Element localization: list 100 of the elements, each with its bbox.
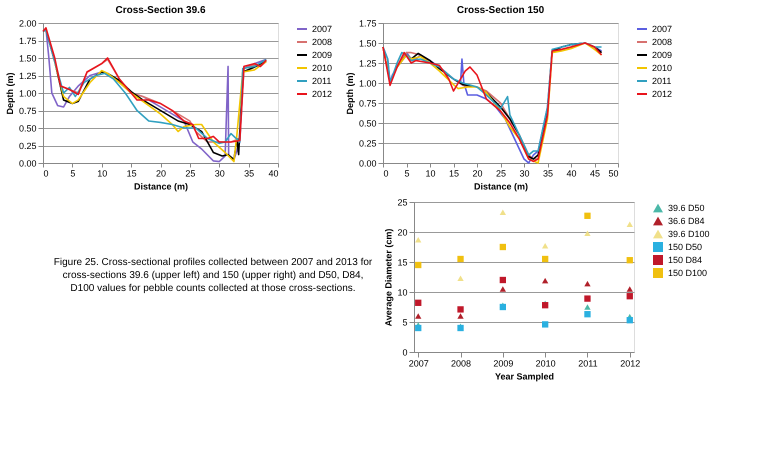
x-tick-label: 2007 [408,358,429,368]
x-tick-label: 2012 [620,358,640,368]
x-tick-label: 5 [70,168,76,178]
x-tick-label: 20 [472,168,483,178]
point [584,304,591,310]
legend-label: 2008 [652,37,672,47]
y-tick-label: 0.50 [18,124,36,134]
point [584,280,591,286]
point [542,243,548,249]
y-tick-label: 5 [402,318,408,328]
legend-label: 2007 [652,24,672,34]
point [542,321,548,328]
x-axis-title: Year Sampled [494,372,554,382]
x-tick-label: 45 [590,168,600,178]
legend-label: 150 D100 [668,268,708,278]
legend-label: 2011 [652,76,672,86]
x-tick-label: 15 [126,168,137,178]
point [457,313,464,319]
x-tick-label: 40 [566,168,577,178]
point [415,262,422,268]
point [500,286,506,292]
legend-label: 150 D84 [668,255,702,265]
point [584,230,591,236]
point [626,221,633,227]
y-tick-label: 0.50 [358,118,376,128]
caption: Figure 25. Cross-sectional profiles collected between 2007 and 2013 for cross-sections 39.6 (upper left) and 150 (upper right) and D50, D84, D100 values for pebble counts collected at those cross-sections. [54,257,373,294]
y-tick-label: 15 [397,258,408,268]
x-tick-label: 0 [44,168,49,178]
line-series [54,60,268,162]
point [584,311,591,318]
legend-label: 2012 [652,89,672,99]
legend-label: 2009 [312,50,332,60]
y-tick-label: 0 [402,348,408,358]
x-tick-label: 35 [244,168,254,178]
point [626,286,633,292]
x-tick-label: 2009 [493,358,514,368]
y-tick-label: 0.00 [18,158,36,168]
point [500,209,506,215]
y-tick-label: 10 [397,288,408,298]
x-tick-label: 2008 [451,358,472,368]
x-tick-label: 2010 [536,358,556,368]
chart-title: Cross-Section 150 [456,5,545,16]
legend-label: 2010 [652,63,672,73]
y-tick-label: 1.75 [18,36,36,46]
x-tick-label: 10 [425,168,436,178]
point [542,278,548,284]
y-tick-label: 1.50 [358,38,376,48]
legend-label: 2011 [312,76,332,86]
point [457,306,464,313]
x-tick-label: 40 [268,168,278,178]
chart-title: Cross-Section 39.6 [115,5,206,16]
y-tick-label: 1.75 [358,18,376,28]
point [457,256,464,262]
legend-label: 2012 [312,89,332,99]
y-tick-label: 1.50 [18,54,36,64]
y-tick-label: 20 [397,228,408,238]
point [626,257,633,264]
legend-label: 39.6 D50 [668,203,705,213]
y-tick-label: 25 [397,198,408,208]
x-tick-label: 30 [214,168,225,178]
x-axis-title: Distance (m) [134,182,188,192]
point [500,276,506,284]
legend-label: 2007 [312,24,332,34]
y-axis-title: Depth (m) [4,72,15,114]
point [457,275,464,281]
point [415,313,422,319]
point [584,212,591,219]
y-tick-label: 2.00 [18,18,36,28]
x-tick-label: 25 [185,168,196,178]
point [415,324,422,332]
y-axis-title: Average Diameter (cm) [383,228,394,326]
x-tick-label: 10 [97,168,108,178]
x-tick-label: 25 [496,168,506,178]
x-tick-label: 0 [384,168,389,178]
y-tick-label: 0.00 [358,158,376,168]
x-tick-label: 35 [542,168,554,178]
point [500,304,506,310]
y-axis-title: Depth (m) [344,72,355,114]
point [415,300,422,306]
y-tick-label: 1.00 [18,88,36,98]
y-tick-label: 0.25 [18,141,36,151]
point [500,244,506,250]
y-tick-label: 1.00 [358,78,376,88]
x-tick-label: 20 [156,168,166,178]
legend-label: 36.6 D84 [668,216,705,226]
y-tick-label: 1.25 [18,71,36,81]
point [584,295,591,302]
x-tick-label: 15 [448,168,460,178]
y-tick-label: 0.25 [358,138,376,148]
point [542,256,548,262]
x-axis-title: Distance (m) [474,182,528,192]
x-tick-label: 2011 [578,358,598,368]
point [415,237,422,243]
y-tick-label: 0.75 [358,98,376,108]
point [626,317,633,324]
legend-label: 2010 [312,63,332,73]
legend-label: 39.6 D100 [668,229,710,239]
point [626,293,633,300]
legend-label: 150 D50 [668,242,702,252]
x-tick-label: 30 [519,168,530,178]
